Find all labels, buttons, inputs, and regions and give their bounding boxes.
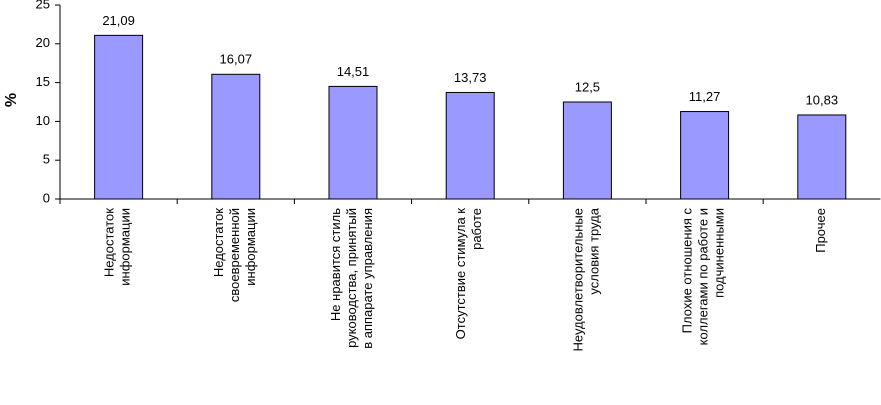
x-tick-label: Отсутствие стимула кработе	[454, 208, 485, 340]
y-tick-label: 15	[36, 74, 50, 89]
x-tick-label: Неудовлетворительныеусловия труда	[571, 207, 602, 351]
bar	[94, 34, 144, 200]
value-label: 10,83	[806, 92, 839, 107]
value-label: 21,09	[102, 13, 135, 28]
bar	[445, 91, 495, 200]
bar	[797, 114, 847, 200]
x-tick-label: Недостатоксвоевременнойинформации	[211, 208, 258, 302]
bar	[211, 73, 261, 200]
bar	[680, 111, 730, 200]
y-tick-label: 5	[43, 152, 50, 167]
x-tick-label: Недостатокинформации	[102, 208, 133, 286]
y-tick-label: 20	[36, 35, 50, 50]
y-tick-label: 25	[36, 0, 50, 11]
bar	[562, 101, 612, 200]
x-tick-label: Прочее	[813, 208, 828, 253]
value-label: 11,27	[689, 89, 721, 104]
value-label: 13,73	[454, 70, 487, 85]
value-label: 14,51	[337, 64, 370, 79]
bar	[328, 85, 378, 200]
value-label: 12,5	[575, 79, 600, 94]
y-axis-label: %	[3, 93, 20, 107]
x-tick-label: Плохие отношения сколлегами по работе ип…	[680, 208, 727, 346]
x-tick-label: Не нравится стильруководства, принятыйв …	[328, 208, 375, 349]
y-tick-label: 0	[43, 190, 50, 205]
y-tick-label: 10	[36, 113, 50, 128]
value-label: 16,07	[220, 52, 253, 67]
